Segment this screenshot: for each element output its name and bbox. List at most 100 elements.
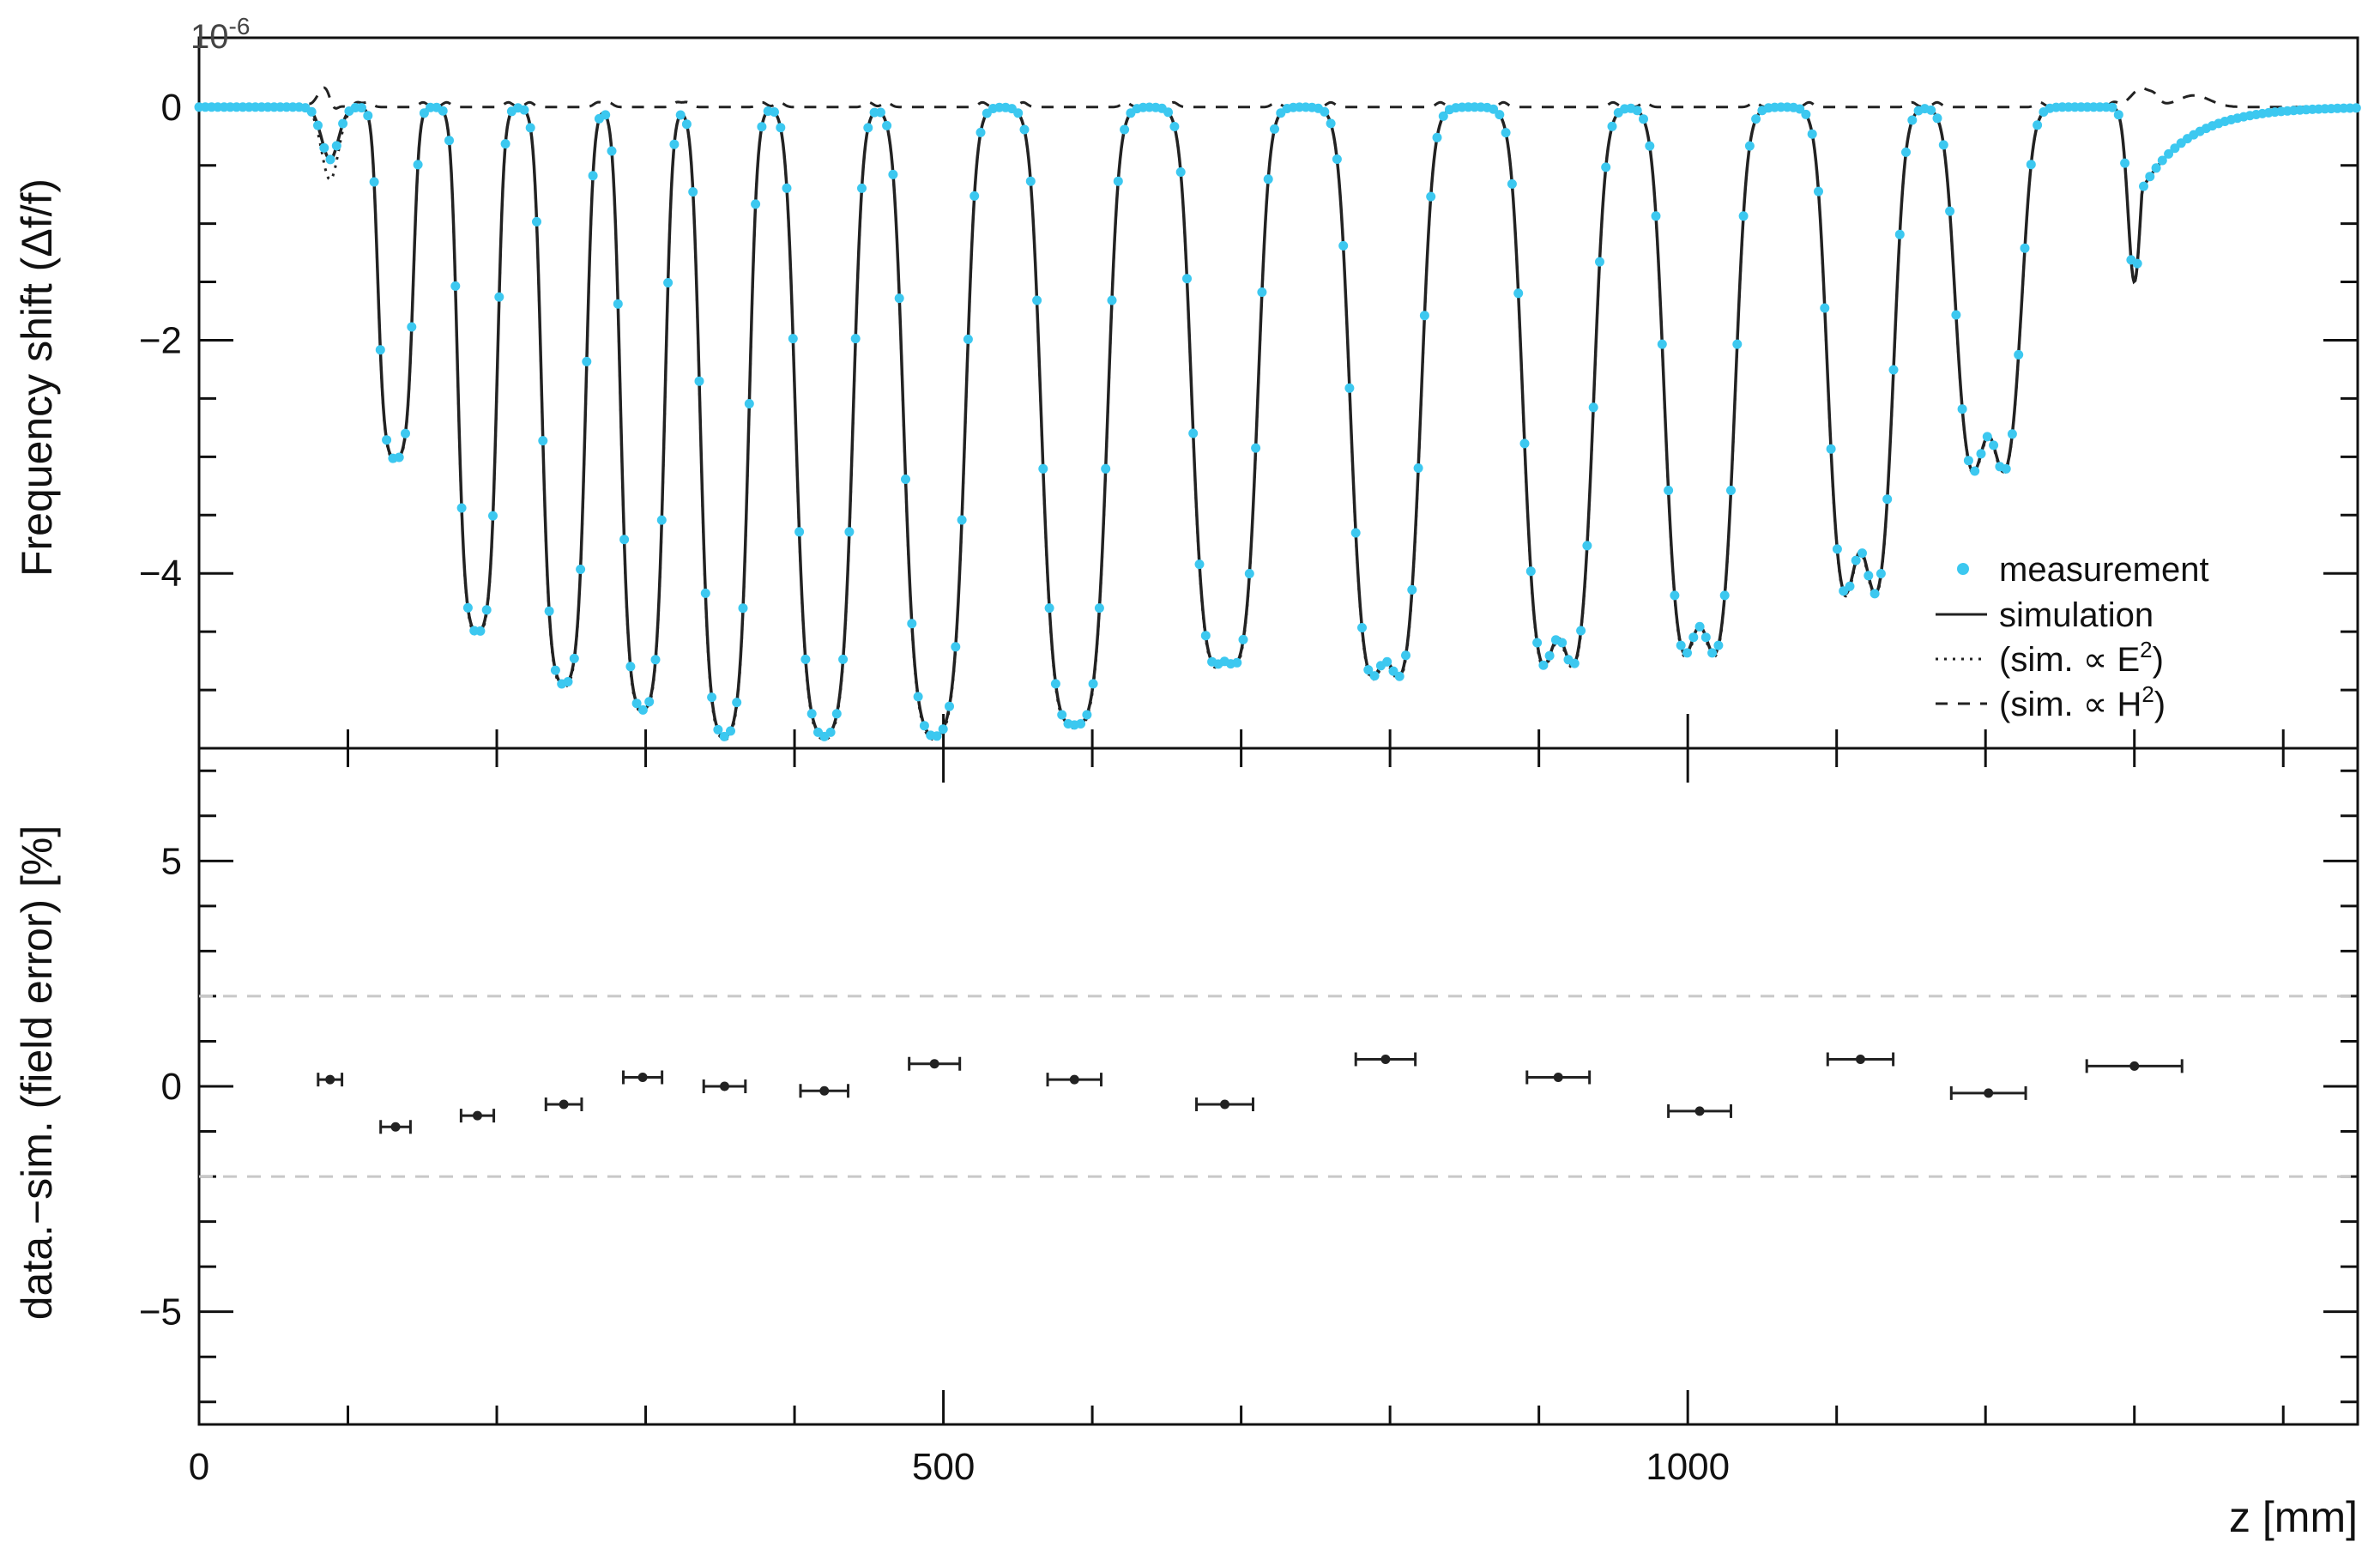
- measurement-point: [1569, 658, 1580, 668]
- measurement-point: [1657, 339, 1667, 349]
- measurement-point: [1989, 440, 1999, 450]
- error-point: [908, 1056, 962, 1071]
- measurement-point: [563, 677, 573, 686]
- measurement-point: [625, 662, 636, 672]
- measurement-point: [394, 452, 404, 463]
- legend-measurement-label: measurement: [1999, 551, 2209, 589]
- measurement-point: [1826, 444, 1836, 454]
- top-panel: 0 −2 −4: [139, 36, 2361, 750]
- measurement-point: [519, 105, 529, 115]
- measurement-point: [1050, 679, 1060, 689]
- measurement-point: [1419, 311, 1429, 321]
- measurement-point: [569, 653, 579, 663]
- measurement-point: [1263, 174, 1273, 184]
- measurement-point: [601, 110, 611, 120]
- measurement-point: [932, 731, 942, 741]
- measurement-point: [1870, 589, 1880, 599]
- measurement-point: [1857, 548, 1867, 559]
- measurement-point: [882, 120, 892, 130]
- measurement-point: [1507, 178, 1517, 189]
- measurement-point: [669, 139, 680, 149]
- measurement-point: [1651, 211, 1661, 221]
- measurement-point: [456, 503, 467, 513]
- measurement-point: [713, 724, 723, 735]
- data-point: [1984, 1088, 1994, 1098]
- measurement-point: [1845, 581, 1855, 591]
- measurement-point: [1257, 287, 1267, 297]
- top-y-tick-label: 0: [161, 87, 182, 129]
- data-point: [390, 1122, 401, 1132]
- measurement-point: [1807, 129, 1817, 139]
- x-tick-label: 500: [912, 1446, 975, 1488]
- measurement-point: [407, 322, 417, 332]
- measurement-point: [1707, 648, 1718, 658]
- measurement-point: [1963, 456, 1973, 466]
- measurement-point: [863, 123, 873, 133]
- measurement-point: [444, 136, 454, 146]
- measurement-point: [1107, 295, 1117, 305]
- measurement-point: [794, 527, 805, 537]
- measurement-point: [1582, 541, 1592, 551]
- error-point: [622, 1070, 664, 1085]
- bottom-plot-frame: [197, 747, 2359, 1426]
- measurement-point: [751, 199, 761, 209]
- measurement-point: [1438, 111, 1448, 121]
- measurement-point: [1344, 383, 1355, 393]
- measurement-point: [850, 334, 861, 344]
- measurement-point: [1632, 106, 1642, 116]
- measurement-point: [1094, 603, 1104, 614]
- measurement-point: [413, 160, 423, 170]
- measurement-point: [1957, 404, 1967, 414]
- measurement-point: [945, 701, 954, 711]
- y-exponent-label: 10-6: [190, 13, 250, 56]
- measurement-point: [1832, 544, 1842, 554]
- measurement-point: [1200, 631, 1211, 641]
- measurement-point: [919, 721, 929, 731]
- measurement-point: [1670, 590, 1680, 601]
- measurement-point: [1232, 657, 1242, 668]
- measurement-point: [1538, 660, 1549, 670]
- measurement-point: [582, 356, 592, 366]
- measurement-point: [1401, 650, 1410, 661]
- bottom-panel: 5 0 −5 0 500 1000: [139, 747, 2359, 1488]
- measurement-point: [901, 475, 910, 484]
- data-point: [1694, 1106, 1705, 1116]
- measurement-point: [2145, 172, 2155, 182]
- measurement-point: [2120, 158, 2130, 168]
- measurement-point: [1388, 666, 1398, 676]
- measurement-point: [957, 515, 967, 525]
- measurement-point: [1495, 110, 1505, 120]
- measurement-point: [494, 292, 504, 302]
- measurement-point: [2026, 160, 2036, 170]
- measurement-point: [1363, 665, 1374, 675]
- measurement-point: [1244, 569, 1254, 578]
- measurement-point: [1169, 122, 1180, 131]
- error-point: [317, 1073, 344, 1087]
- measurement-point: [2001, 463, 2011, 474]
- data-point: [1855, 1054, 1865, 1064]
- measurement-point: [1076, 719, 1086, 729]
- measurement-point: [1588, 402, 1598, 413]
- measurement-point: [1188, 428, 1199, 438]
- measurement-point: [938, 724, 948, 735]
- error-point: [1525, 1070, 1592, 1085]
- data-point: [819, 1085, 830, 1096]
- measurement-point: [607, 146, 617, 156]
- top-y-tick-label: −2: [139, 319, 182, 361]
- measurement-point: [1907, 115, 1918, 125]
- error-point: [702, 1079, 747, 1093]
- measurement-point: [1607, 121, 1617, 131]
- measurement-point: [1951, 310, 1961, 320]
- measurement-point: [2033, 120, 2043, 130]
- measurement-point: [825, 727, 836, 737]
- measurement-point: [656, 515, 667, 525]
- legend-measurement-marker: [1957, 563, 1969, 575]
- measurement-point: [1719, 590, 1730, 601]
- measurement-point: [831, 709, 842, 719]
- legend-e2-label: (sim. ∝ E2): [1999, 637, 2164, 679]
- legend-simulation-label: simulation: [1999, 596, 2153, 634]
- top-y-tick-label: −4: [139, 553, 182, 595]
- x-axis-title: z [mm]: [2229, 1493, 2358, 1541]
- bottom-y-tick-label: 5: [161, 840, 182, 882]
- measurement-point: [1726, 486, 1736, 495]
